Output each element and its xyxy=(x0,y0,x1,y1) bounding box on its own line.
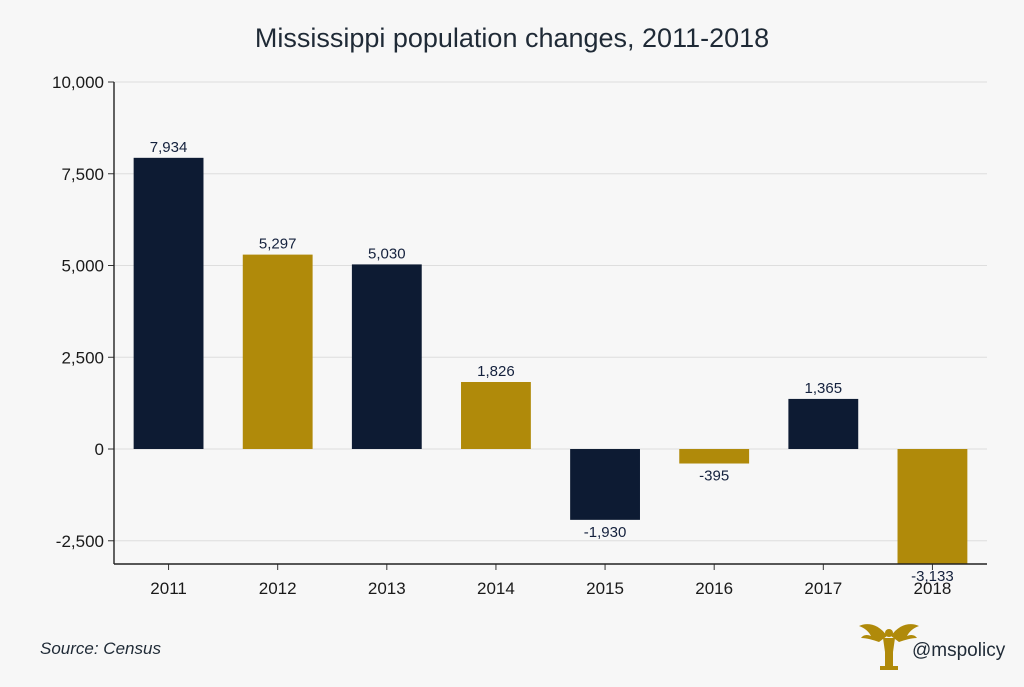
source-note: Source: Census xyxy=(40,639,161,658)
data-label-2014: 1,826 xyxy=(477,363,515,380)
social-handle: @mspolicy xyxy=(912,640,1006,661)
data-labels: 7,934 5,297 5,030 1,826 -1,930 -395 1,365 -3,13… xyxy=(150,139,954,585)
bars xyxy=(133,157,968,564)
bar-2017 xyxy=(788,398,859,450)
x-tick-label: 2016 xyxy=(695,579,733,598)
bar-2018 xyxy=(897,449,968,564)
data-label-2016: -395 xyxy=(699,468,729,485)
data-label-2018: -3,133 xyxy=(911,568,954,585)
y-tick-label: 7,500 xyxy=(61,165,104,184)
bar-2012 xyxy=(242,254,313,450)
y-tick-label: -2,500 xyxy=(56,532,104,551)
bar-2014 xyxy=(461,381,531,450)
eagle-icon xyxy=(859,624,919,670)
y-tick-label: 0 xyxy=(95,440,104,459)
y-tick-label: 10,000 xyxy=(52,73,104,92)
x-tick-label: 2018 xyxy=(914,579,952,598)
x-tick-label: 2011 xyxy=(150,579,187,598)
x-tick-label: 2017 xyxy=(804,579,842,598)
bar-2015 xyxy=(570,449,640,520)
x-tick-label: 2015 xyxy=(586,579,624,598)
chart-title: Mississippi population changes, 2011-201… xyxy=(255,23,769,53)
x-tick-label: 2012 xyxy=(259,579,297,598)
y-axis-ticks: -2,500 0 2,500 5,000 7,500 10,000 xyxy=(52,73,115,564)
data-label-2017: 1,365 xyxy=(805,380,843,397)
x-tick-label: 2013 xyxy=(368,579,406,598)
y-tick-label: 2,500 xyxy=(61,348,104,367)
y-tick-label: 5,000 xyxy=(61,257,104,276)
x-tick-label: 2014 xyxy=(477,579,515,598)
data-label-2012: 5,297 xyxy=(259,236,297,253)
bar-2011 xyxy=(133,157,204,450)
bar-2013 xyxy=(351,264,422,450)
bar-2016 xyxy=(679,449,750,464)
data-label-2015: -1,930 xyxy=(584,524,627,541)
data-label-2011: 7,934 xyxy=(150,139,188,156)
data-label-2013: 5,030 xyxy=(368,245,406,262)
x-axis-ticks: 2011 2012 2013 2014 2015 2016 2017 2018 xyxy=(150,564,951,598)
